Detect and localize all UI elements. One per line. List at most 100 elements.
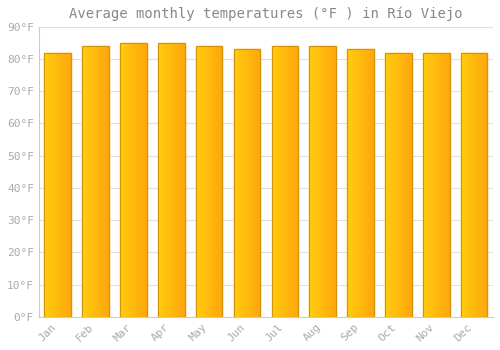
- Bar: [332, 46, 334, 317]
- Bar: [252, 49, 254, 317]
- Bar: [238, 49, 239, 317]
- Bar: [350, 49, 352, 317]
- Bar: [124, 43, 126, 317]
- Bar: [46, 52, 47, 317]
- Bar: [198, 46, 200, 317]
- Bar: [290, 46, 292, 317]
- Bar: [196, 46, 222, 317]
- Bar: [123, 43, 124, 317]
- Bar: [204, 46, 205, 317]
- Bar: [352, 49, 354, 317]
- Bar: [105, 46, 106, 317]
- Bar: [160, 43, 162, 317]
- Bar: [220, 46, 221, 317]
- Bar: [288, 46, 289, 317]
- Bar: [330, 46, 332, 317]
- Bar: [63, 52, 64, 317]
- Bar: [423, 52, 450, 317]
- Bar: [372, 49, 374, 317]
- Bar: [370, 49, 371, 317]
- Bar: [439, 52, 440, 317]
- Bar: [465, 52, 466, 317]
- Bar: [144, 43, 146, 317]
- Bar: [282, 46, 284, 317]
- Bar: [394, 52, 396, 317]
- Bar: [183, 43, 184, 317]
- Bar: [44, 52, 46, 317]
- Bar: [435, 52, 436, 317]
- Bar: [292, 46, 293, 317]
- Bar: [221, 46, 222, 317]
- Bar: [242, 49, 243, 317]
- Bar: [477, 52, 478, 317]
- Bar: [278, 46, 280, 317]
- Bar: [390, 52, 392, 317]
- Bar: [82, 46, 109, 317]
- Bar: [289, 46, 290, 317]
- Bar: [404, 52, 405, 317]
- Bar: [247, 49, 248, 317]
- Bar: [126, 43, 127, 317]
- Bar: [440, 52, 442, 317]
- Bar: [170, 43, 172, 317]
- Bar: [320, 46, 322, 317]
- Bar: [466, 52, 468, 317]
- Bar: [108, 46, 109, 317]
- Bar: [135, 43, 136, 317]
- Bar: [358, 49, 359, 317]
- Bar: [202, 46, 204, 317]
- Bar: [281, 46, 282, 317]
- Bar: [297, 46, 298, 317]
- Bar: [461, 52, 487, 317]
- Bar: [174, 43, 176, 317]
- Bar: [348, 49, 350, 317]
- Bar: [354, 49, 356, 317]
- Bar: [243, 49, 244, 317]
- Bar: [272, 46, 298, 317]
- Bar: [426, 52, 427, 317]
- Bar: [244, 49, 246, 317]
- Bar: [402, 52, 404, 317]
- Bar: [201, 46, 202, 317]
- Bar: [86, 46, 88, 317]
- Bar: [47, 52, 48, 317]
- Bar: [176, 43, 178, 317]
- Bar: [90, 46, 92, 317]
- Bar: [356, 49, 358, 317]
- Bar: [251, 49, 252, 317]
- Bar: [130, 43, 131, 317]
- Bar: [84, 46, 85, 317]
- Bar: [213, 46, 214, 317]
- Bar: [140, 43, 141, 317]
- Bar: [277, 46, 278, 317]
- Bar: [316, 46, 318, 317]
- Bar: [462, 52, 464, 317]
- Bar: [409, 52, 410, 317]
- Bar: [273, 46, 274, 317]
- Bar: [461, 52, 462, 317]
- Bar: [310, 46, 311, 317]
- Bar: [472, 52, 473, 317]
- Bar: [172, 43, 174, 317]
- Bar: [410, 52, 412, 317]
- Bar: [482, 52, 484, 317]
- Bar: [362, 49, 363, 317]
- Bar: [431, 52, 432, 317]
- Bar: [255, 49, 256, 317]
- Bar: [280, 46, 281, 317]
- Bar: [427, 52, 428, 317]
- Bar: [464, 52, 465, 317]
- Bar: [70, 52, 71, 317]
- Bar: [182, 43, 183, 317]
- Bar: [55, 52, 56, 317]
- Bar: [58, 52, 59, 317]
- Bar: [444, 52, 446, 317]
- Bar: [60, 52, 62, 317]
- Bar: [62, 52, 63, 317]
- Bar: [312, 46, 314, 317]
- Bar: [473, 52, 474, 317]
- Bar: [134, 43, 135, 317]
- Bar: [286, 46, 288, 317]
- Bar: [424, 52, 426, 317]
- Bar: [248, 49, 250, 317]
